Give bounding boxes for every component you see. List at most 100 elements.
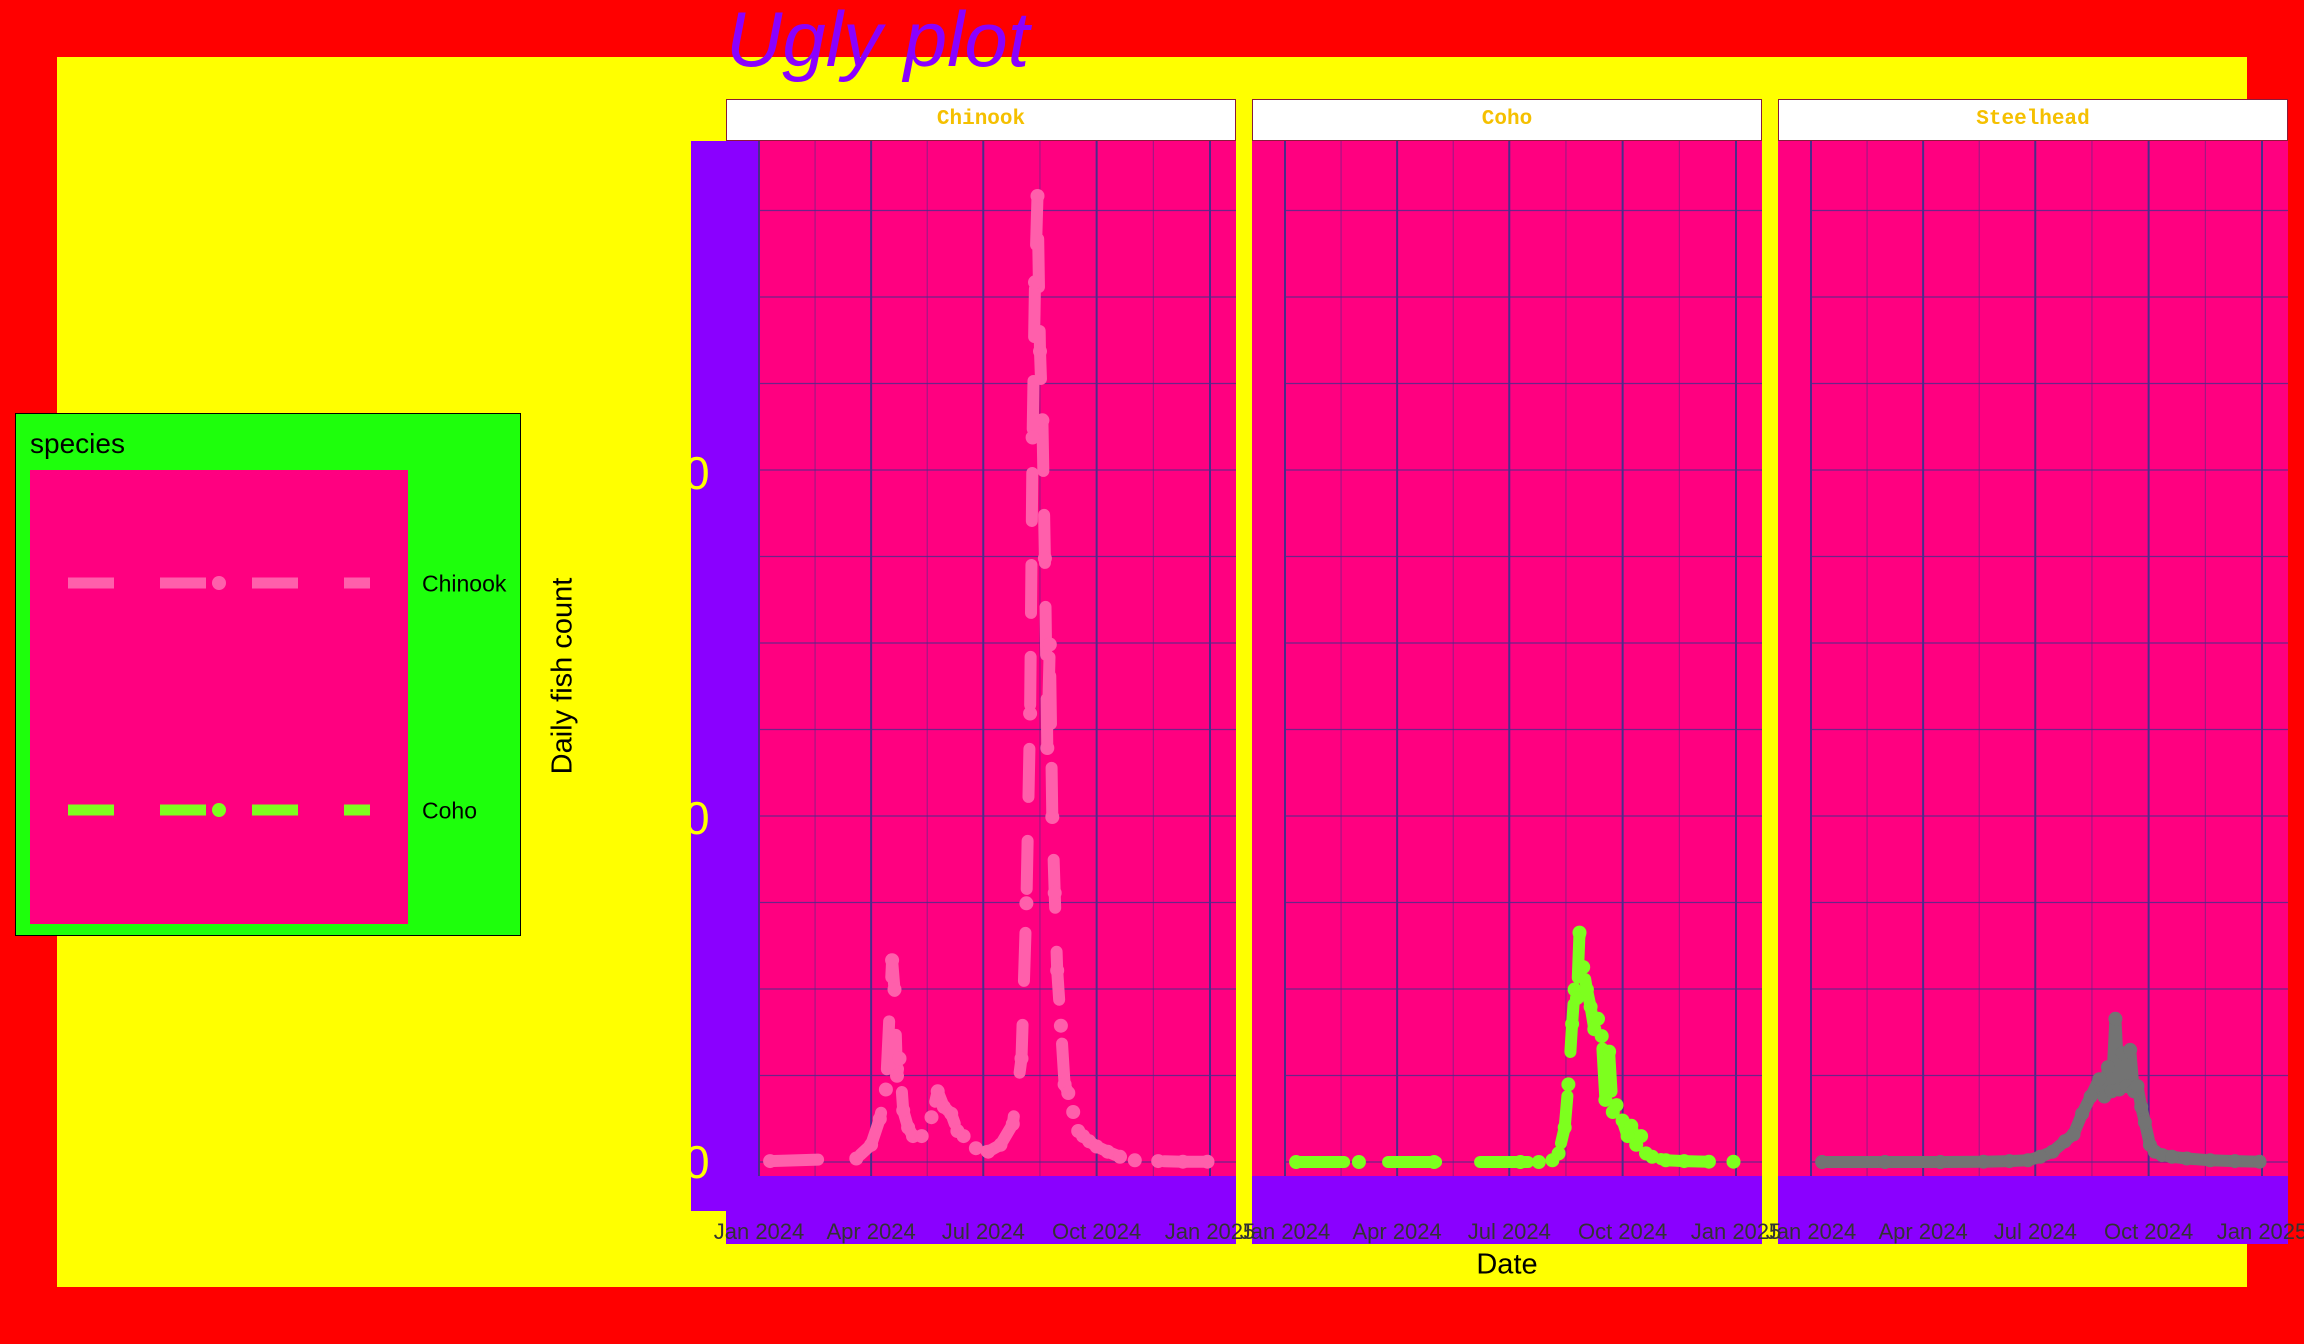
x-tick-label: Oct 2024 (1577, 1219, 1668, 1244)
data-point-steelhead (2123, 1042, 2138, 1057)
data-point-chinook (1175, 1154, 1190, 1169)
data-point-chinook (885, 953, 900, 968)
data-point-steelhead (2075, 1106, 2090, 1121)
data-point-chinook (956, 1129, 971, 1144)
data-point-chinook (872, 1111, 887, 1126)
data-point-chinook (1050, 963, 1065, 978)
data-point-steelhead (2203, 1153, 2218, 1168)
x-axis-label: Date (1476, 1248, 1538, 1281)
x-tick-label: Jul 2024 (1467, 1219, 1551, 1244)
data-point-steelhead (2066, 1127, 2081, 1142)
data-point-steelhead (2083, 1089, 2098, 1104)
data-point-steelhead (2101, 1060, 2115, 1075)
legend: species Chinook Coho (15, 413, 521, 936)
x-tick-label: Jan 2024 (713, 1219, 805, 1244)
data-point-chinook (887, 982, 902, 997)
data-point-coho (1351, 1155, 1366, 1169)
x-axis-band (726, 1176, 1236, 1244)
data-point-chinook (1100, 1144, 1115, 1159)
data-point-coho (1565, 1017, 1580, 1031)
y-tick-label: 0 (684, 792, 710, 844)
panel-steelhead (1778, 141, 2288, 1244)
data-point-steelhead (2227, 1154, 2242, 1169)
data-point-steelhead (2108, 1011, 2123, 1026)
data-point-coho (1531, 1155, 1546, 1169)
data-point-steelhead (2179, 1151, 2194, 1166)
data-point-chinook (1005, 1117, 1020, 1131)
data-point-chinook (1033, 344, 1047, 359)
data-point-steelhead (2045, 1144, 2060, 1159)
data-point-chinook (896, 1103, 911, 1118)
data-point-chinook (1035, 413, 1050, 428)
data-point-chinook (1037, 551, 1052, 566)
x-tick-label: Jan 2025 (2216, 1219, 2304, 1244)
legend-title: species (30, 428, 125, 459)
data-point-chinook (849, 1151, 864, 1166)
data-point-chinook (1151, 1154, 1166, 1169)
data-point-coho (1289, 1155, 1304, 1169)
data-point-steelhead (1976, 1154, 1991, 1169)
data-point-coho (1576, 960, 1591, 975)
data-point-chinook (1040, 741, 1055, 755)
x-axis-band (1778, 1176, 2288, 1244)
x-tick-label: Jul 2024 (1993, 1219, 2077, 1244)
data-point-coho (1634, 1129, 1649, 1144)
panel-background (1778, 141, 2288, 1176)
data-point-chinook (1113, 1149, 1127, 1164)
data-point-chinook (1028, 275, 1042, 290)
data-point-chinook (1061, 1086, 1076, 1100)
data-point-coho (1701, 1154, 1716, 1169)
facet-strip-steelhead: Steelhead (1778, 99, 2288, 141)
panel-coho (1252, 141, 1762, 1244)
data-point-steelhead (1933, 1155, 1948, 1169)
data-point-coho (1572, 925, 1587, 940)
legend-key-area (30, 470, 408, 924)
data-point-steelhead (2092, 1072, 2107, 1087)
x-tick-label: Jan 2025 (1164, 1219, 1256, 1244)
data-point-chinook (890, 1068, 904, 1083)
data-point-chinook (1047, 885, 1062, 900)
data-point-chinook (763, 1154, 778, 1169)
panel-gap (1762, 141, 1778, 1177)
x-tick-label: Jul 2024 (941, 1219, 1025, 1244)
data-point-steelhead (2252, 1154, 2267, 1169)
legend-key-chinook (68, 576, 370, 590)
data-point-chinook (1030, 189, 1045, 203)
x-tick-label: Jan 2024 (1765, 1219, 1857, 1244)
data-point-coho (1561, 1077, 1576, 1092)
panel-background (726, 141, 1236, 1176)
data-point-steelhead (1877, 1155, 1892, 1169)
y-tick-label: 0 (684, 447, 710, 499)
data-point-coho (1594, 1029, 1609, 1044)
data-point-coho (1427, 1155, 1442, 1169)
x-axis-band (1252, 1176, 1762, 1244)
data-point-steelhead (2002, 1154, 2017, 1169)
panel-gap (1236, 141, 1252, 1177)
x-tick-label: Oct 2024 (2103, 1219, 2194, 1244)
data-point-coho (1583, 999, 1598, 1014)
data-point-chinook (924, 1110, 939, 1125)
data-point-chinook (1066, 1105, 1081, 1119)
data-point-chinook (1025, 430, 1040, 445)
y-axis-band-panel (691, 141, 759, 1176)
x-tick-label: Oct 2024 (1051, 1219, 1142, 1244)
data-point-coho (1579, 982, 1594, 997)
data-point-chinook (981, 1144, 996, 1159)
data-point-steelhead (2165, 1149, 2179, 1164)
legend-label-coho: Coho (422, 797, 477, 824)
data-point-coho (1598, 1092, 1613, 1107)
data-point-steelhead (2020, 1153, 2035, 1168)
data-point-coho (1624, 1118, 1639, 1133)
data-point-coho (1658, 1153, 1673, 1168)
panel-background (1252, 141, 1762, 1176)
x-tick-label: Apr 2024 (1352, 1219, 1442, 1244)
data-point-chinook (968, 1141, 983, 1156)
data-point-chinook (1023, 706, 1038, 721)
data-point-chinook (914, 1129, 929, 1144)
legend-key-coho (68, 803, 370, 817)
data-point-coho (1557, 1120, 1572, 1135)
y-tick-label: 0 (684, 1136, 710, 1188)
data-point-chinook (1053, 1018, 1068, 1033)
